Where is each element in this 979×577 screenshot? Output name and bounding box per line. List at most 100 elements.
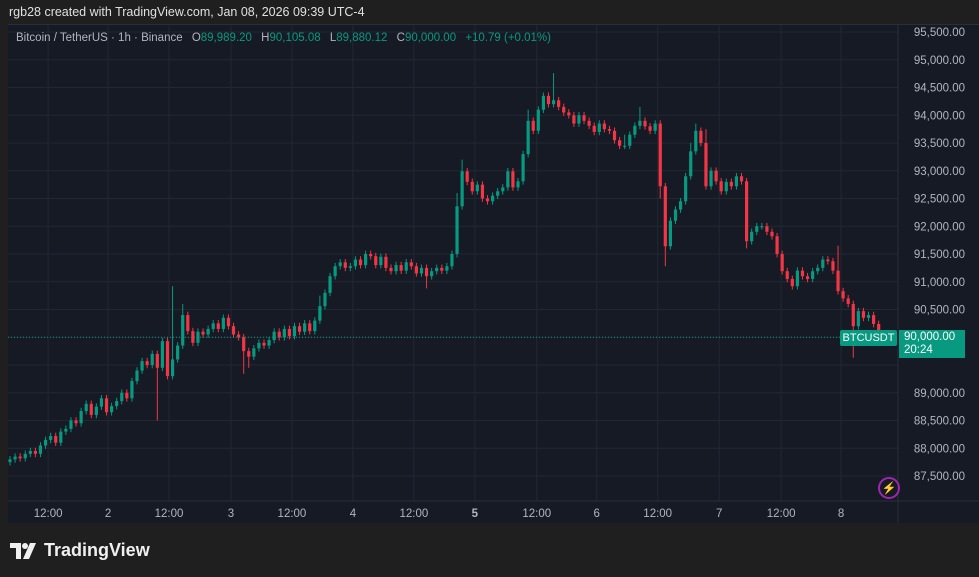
price-tick-label: 91,000.00	[914, 277, 965, 289]
candle-body	[369, 254, 373, 257]
candle-body	[851, 303, 855, 327]
candle-body	[323, 292, 327, 307]
candle-body	[28, 451, 32, 454]
candle-body	[785, 271, 789, 279]
candle-body	[353, 259, 358, 267]
last-price-tag: 90,000.00 20:24	[899, 330, 965, 358]
time-tick-label: 12:00	[155, 508, 184, 520]
chart-credit: rgb28 created with TradingView.com, Jan …	[9, 5, 365, 19]
candle-body	[155, 353, 159, 368]
candle-body	[125, 392, 129, 399]
candle-body	[633, 125, 637, 135]
candle-body	[567, 112, 571, 116]
symbol-name[interactable]: Bitcoin / TetherUS · 1h · Binance	[16, 32, 183, 44]
candle-body	[170, 359, 175, 377]
candle-body	[79, 411, 83, 424]
candle-body	[831, 261, 835, 271]
candle-body	[165, 341, 170, 377]
time-tick-label: 4	[350, 508, 357, 520]
candle-body	[99, 398, 104, 407]
candle-body	[506, 171, 510, 188]
candle-body	[33, 451, 37, 454]
price-tick-label: 88,500.00	[914, 416, 965, 428]
candle-body	[450, 254, 454, 267]
candle-body	[760, 226, 764, 228]
candlestick-chart[interactable]: 95,500.00 95,000.00 94,500.00 94,000.00 93,5…	[8, 25, 979, 523]
candle-body	[343, 262, 347, 268]
candle-body	[435, 267, 439, 272]
candle-body	[176, 345, 180, 360]
candle-body	[521, 154, 525, 182]
candle-body	[318, 306, 322, 321]
time-tick-label: 6	[594, 508, 600, 520]
time-tick-label: 8	[838, 508, 844, 520]
price-tick-label: 94,500.00	[914, 83, 965, 95]
candle-body	[607, 129, 612, 131]
candle-body	[658, 123, 662, 187]
candle-body	[181, 315, 185, 346]
candle-body	[430, 271, 434, 277]
candle-body	[242, 337, 246, 352]
candle-body	[424, 267, 429, 277]
candle-body	[699, 130, 703, 143]
candle-body	[689, 151, 693, 177]
candle-body	[8, 459, 12, 463]
candle-body	[308, 323, 312, 332]
candle-body	[653, 123, 657, 131]
candle-body	[872, 315, 876, 324]
candle-body	[414, 266, 418, 274]
candle-body	[577, 115, 581, 124]
candle-body	[546, 95, 551, 105]
candle-body	[826, 259, 830, 262]
candle-body	[455, 206, 459, 254]
candle-body	[684, 176, 688, 202]
candle-body	[267, 340, 271, 346]
candle-body	[562, 106, 566, 113]
low-label: L	[329, 32, 337, 44]
candle-body	[13, 456, 17, 460]
candle-body	[673, 209, 678, 221]
candle-body	[628, 134, 632, 146]
price-tick-label: 94,000.00	[914, 110, 965, 122]
chart-panel[interactable]: 95,500.00 95,000.00 94,500.00 94,000.00 93,5…	[8, 24, 979, 523]
candle-body	[729, 181, 733, 187]
candle-body	[333, 266, 337, 277]
candle-body	[94, 406, 98, 415]
candle-body	[755, 226, 759, 232]
candle-body	[277, 331, 281, 338]
candle-body	[440, 267, 444, 271]
symbol-legend: Bitcoin / TetherUS · 1h · Binance O89,98…	[16, 32, 551, 44]
candle-body	[54, 436, 58, 443]
change-value: +10.79 (+0.01%)	[465, 32, 551, 44]
candle-body	[572, 115, 576, 124]
candle-body	[861, 311, 866, 318]
lightning-icon[interactable]: ⚡	[878, 477, 900, 499]
candle-body	[846, 298, 850, 304]
time-tick-label: 2	[105, 508, 111, 520]
candle-body	[389, 267, 393, 272]
candle-body	[409, 262, 413, 267]
price-tick-label: 95,500.00	[914, 27, 965, 39]
candle-body	[612, 130, 617, 141]
high-value: 90,105.08	[269, 32, 321, 44]
candle-body	[191, 331, 195, 343]
candle-body	[18, 456, 22, 459]
candle-body	[551, 100, 556, 105]
close-value: 90,000.00	[404, 32, 457, 44]
candle-body	[618, 140, 622, 146]
candle-body	[211, 323, 215, 329]
candle-body	[445, 266, 449, 271]
candle-body	[496, 191, 500, 196]
candle-body	[811, 271, 815, 279]
tradingview-logo-icon	[10, 542, 36, 559]
candle-body	[38, 445, 43, 454]
candle-body	[491, 195, 495, 202]
candle-body	[328, 276, 332, 293]
candle-body	[668, 220, 672, 247]
time-tick-label: 12:00	[643, 508, 672, 520]
price-tick-label: 91,500.00	[914, 249, 965, 261]
candle-body	[120, 392, 124, 402]
price-tick-label: 93,000.00	[914, 166, 965, 178]
candle-body	[597, 123, 601, 132]
candle-body	[23, 453, 27, 459]
